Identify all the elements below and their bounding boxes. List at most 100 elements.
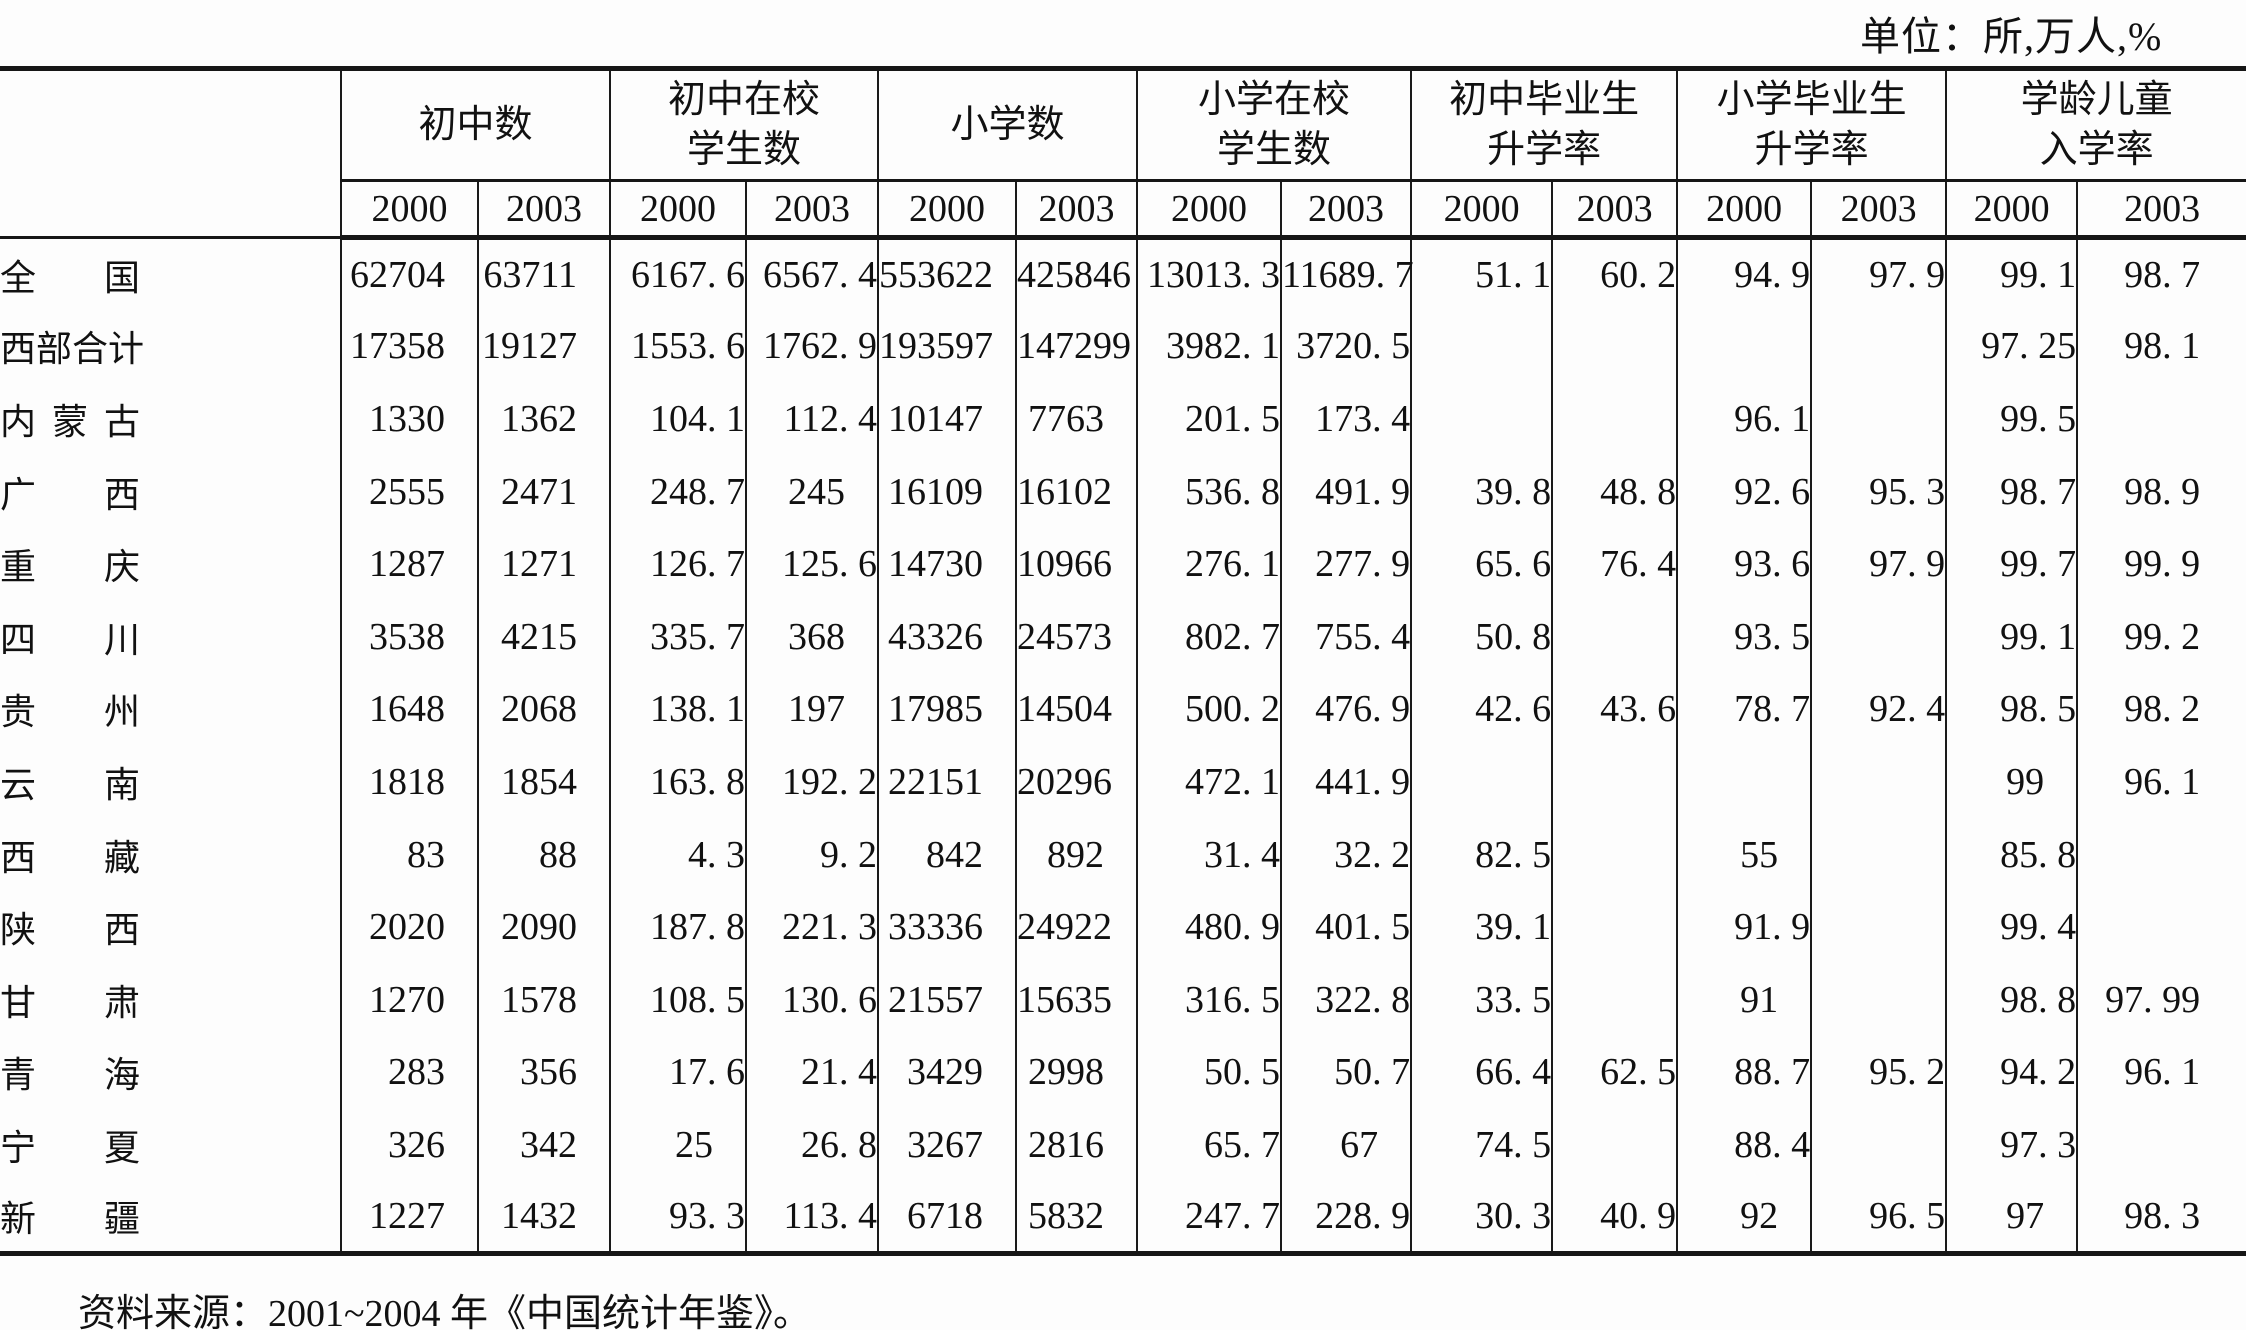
cell: 21557 — [878, 963, 1018, 1037]
cell: 50. 7 — [1281, 1036, 1413, 1109]
cell: 31. 4 — [1137, 818, 1283, 891]
table-row: 西藏 83 88 4. 3 9. 2 842 892 31. 4 32. 2 82. 5 55 85.… — [0, 818, 2246, 891]
year-header-cell: 2000 — [1411, 180, 1554, 240]
cell — [1411, 745, 1554, 819]
row-label-cell: 宁夏 — [0, 1108, 342, 1182]
cell-value: 125. 6 — [782, 543, 878, 586]
cell-value: 66. 4 — [1475, 1051, 1552, 1094]
cell-value: 112. 4 — [783, 397, 878, 440]
cell-value: 94. 2 — [2000, 1051, 2077, 1094]
cell-value: 6167. 6 — [631, 254, 746, 297]
cell-value: 24922 — [1017, 906, 1113, 949]
cell: 247. 7 — [1137, 1181, 1283, 1254]
cell: 245 — [746, 455, 880, 528]
cell-value: 98. 8 — [2000, 978, 2077, 1021]
cell-value: 50. 7 — [1334, 1051, 1411, 1094]
cell-value: 1818 — [369, 760, 445, 803]
cell-value: 1270 — [369, 978, 445, 1021]
cell: 97. 9 — [1811, 527, 1948, 601]
cell-value: 24573 — [1017, 615, 1113, 658]
cell-value: 1271 — [501, 543, 578, 586]
cell: 401. 5 — [1281, 890, 1413, 964]
cell-value: 193597 — [879, 325, 994, 368]
cell: 193597 — [878, 310, 1018, 383]
cell-value: 63711 — [483, 254, 578, 297]
cell-value: 192. 2 — [782, 760, 878, 803]
cell: 2816 — [1016, 1108, 1139, 1182]
year-header-cell: 2000 — [610, 180, 748, 240]
cell-value: 11689. 7 — [1282, 254, 1414, 297]
cell: 4215 — [478, 600, 612, 674]
cell-value: 91 — [1740, 978, 1779, 1021]
cell-value: 248. 7 — [650, 470, 746, 513]
row-label: 云南 — [0, 764, 140, 805]
cell-value: 536. 8 — [1185, 470, 1281, 513]
cell-value: 95. 2 — [1869, 1051, 1946, 1094]
cell: 48. 8 — [1552, 455, 1679, 528]
cell: 94. 9 — [1677, 237, 1813, 311]
year-header-cell: 2003 — [1281, 180, 1413, 240]
cell-value: 32. 2 — [1334, 833, 1411, 876]
cell: 92 — [1677, 1181, 1813, 1254]
cell-value: 16109 — [888, 470, 984, 513]
cell-value: 31. 4 — [1204, 833, 1281, 876]
cell-value: 97. 25 — [1981, 325, 2077, 368]
cell: 30. 3 — [1411, 1181, 1554, 1254]
cell-value: 74. 5 — [1475, 1123, 1552, 1166]
cell: 76. 4 — [1552, 527, 1679, 601]
year-header-cell: 2000 — [1137, 180, 1283, 240]
cell-value: 3720. 5 — [1296, 325, 1411, 368]
table-row: 广西 2555 2471 248. 7 245 16109 16102 536. 8 491. … — [0, 455, 2246, 528]
cell-value: 88. 4 — [1734, 1123, 1811, 1166]
cell: 25 — [610, 1108, 748, 1182]
cell: 553622 — [878, 237, 1018, 311]
cell: 1330 — [341, 382, 479, 456]
cell — [1552, 310, 1679, 383]
cell: 842 — [878, 818, 1018, 891]
cell: 67 — [1281, 1108, 1413, 1182]
row-label-cell: 四川 — [0, 600, 342, 674]
cell: 91. 9 — [1677, 890, 1813, 964]
row-label: 陕西 — [0, 910, 140, 951]
cell: 33336 — [878, 890, 1018, 964]
row-label-cell: 陕西 — [0, 890, 342, 964]
cell-value: 17985 — [888, 688, 984, 731]
cell: 93. 5 — [1677, 600, 1813, 674]
cell: 95. 3 — [1811, 455, 1948, 528]
cell — [1811, 963, 1948, 1037]
table-row: 西部合计 17358 19127 1553. 6 1762. 9 193597 147299… — [0, 310, 2246, 383]
cell: 97. 3 — [1946, 1108, 2079, 1182]
cell-value: 480. 9 — [1185, 906, 1281, 949]
cell: 441. 9 — [1281, 745, 1413, 819]
row-label-cell: 新疆 — [0, 1181, 342, 1254]
cell-value: 441. 9 — [1315, 760, 1411, 803]
cell-value: 93. 5 — [1734, 615, 1811, 658]
cell-value: 13013. 3 — [1147, 254, 1281, 297]
cell: 93. 6 — [1677, 527, 1813, 601]
cell: 1818 — [341, 745, 479, 819]
year-header-cell: 2000 — [1677, 180, 1813, 240]
cell: 187. 8 — [610, 890, 748, 964]
cell-value: 842 — [926, 833, 984, 876]
cell-value: 3429 — [907, 1051, 984, 1094]
cell-value: 14504 — [1017, 688, 1113, 731]
cell-value: 78. 7 — [1734, 688, 1811, 731]
cell: 5832 — [1016, 1181, 1139, 1254]
table-row: 重庆 1287 1271 126. 7 125. 6 14730 10966 276. 1 27… — [0, 527, 2246, 601]
cell: 60. 2 — [1552, 237, 1679, 311]
cell-value: 2816 — [1028, 1123, 1105, 1166]
cell: 221. 3 — [746, 890, 880, 964]
cell: 3538 — [341, 600, 479, 674]
cell: 10966 — [1016, 527, 1139, 601]
cell-value: 1287 — [369, 543, 445, 586]
cell-value: 51. 1 — [1475, 254, 1552, 297]
col-group-header-3: 小学在校 学生数 — [1137, 68, 1413, 182]
cell: 755. 4 — [1281, 600, 1413, 674]
col-group-header-6: 学龄儿童 入学率 — [1946, 68, 2246, 182]
cell — [1552, 963, 1679, 1037]
cell: 425846 — [1016, 237, 1139, 311]
cell: 10147 — [878, 382, 1018, 456]
cell: 99. 7 — [1946, 527, 2079, 601]
cell-value: 201. 5 — [1185, 397, 1281, 440]
